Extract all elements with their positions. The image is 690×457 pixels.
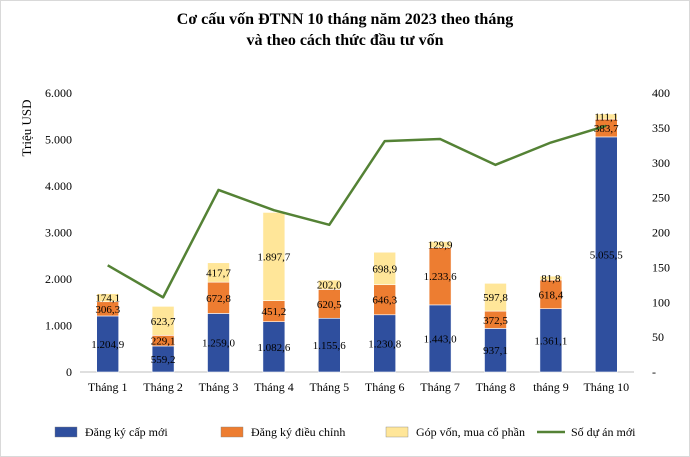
- y-right-tick-label: 300: [652, 156, 670, 170]
- data-label: 1.259,0: [202, 338, 236, 350]
- data-label: 174,1: [95, 293, 120, 305]
- y-right-tick-label: 350: [652, 121, 670, 135]
- legend-swatch: [54, 426, 78, 438]
- data-label: 5.055,5: [590, 249, 624, 261]
- chart-title-line1: Cơ cấu vốn ĐTNN 10 tháng năm 2023 theo t…: [177, 11, 513, 28]
- data-label: 597,8: [483, 292, 508, 304]
- bar-segment: [262, 212, 286, 301]
- series-line-so-du-an-moi: [107, 124, 607, 299]
- data-label: 306,3: [95, 304, 120, 316]
- y-left-tick-label: 1.000: [45, 319, 72, 333]
- y-right-tick-label: 400: [652, 86, 670, 100]
- bar-segment: [428, 241, 452, 248]
- y-left-tick-label: 3.000: [45, 226, 72, 240]
- data-label: 451,2: [262, 306, 287, 318]
- y-left-tick-label: 2.000: [45, 272, 72, 286]
- data-label: 672,8: [206, 293, 231, 305]
- bar-segment: [594, 113, 618, 120]
- x-tick-label: Tháng 6: [365, 380, 405, 394]
- data-label: 618,4: [539, 289, 564, 301]
- x-tick-label: tháng 9: [533, 380, 569, 394]
- x-tick-label: Tháng 2: [143, 380, 183, 394]
- legend-label: Số dự án mới: [571, 425, 636, 439]
- bar-segment: [317, 279, 341, 290]
- data-label: 229,1: [151, 336, 176, 348]
- bar-segment: [373, 251, 397, 286]
- legend-label: Góp vốn, mua cổ phần: [416, 425, 525, 439]
- data-label: 1.155,6: [313, 340, 347, 352]
- legend-label: Đăng ký điều chỉnh: [251, 425, 345, 439]
- data-label: 111,1: [594, 111, 618, 123]
- y-left-tick-label: 5.000: [45, 133, 72, 147]
- data-label: 1.230,8: [368, 338, 402, 350]
- data-label: 129,9: [428, 240, 453, 252]
- data-label: 623,7: [151, 316, 176, 328]
- data-label: 417,7: [206, 267, 231, 279]
- x-tick-label: Tháng 1: [88, 380, 128, 394]
- legend-label: Đăng ký cấp mới: [85, 425, 168, 439]
- data-label: 1.443,0: [424, 333, 458, 345]
- bar-segment: [96, 293, 119, 303]
- data-label: 646,3: [372, 295, 397, 307]
- data-label: 202,0: [317, 280, 342, 292]
- bar-segment: [151, 306, 175, 336]
- x-tick-label: Tháng 7: [420, 380, 460, 394]
- y-left-tick-label: 0: [66, 365, 72, 379]
- bar-segment: [207, 262, 230, 283]
- y-right-tick-label: 100: [652, 295, 670, 309]
- y-right-tick-label: 250: [652, 191, 670, 205]
- data-label: 372,5: [483, 315, 508, 327]
- data-label: 620,5: [317, 299, 342, 311]
- data-label: 559,2: [151, 354, 176, 366]
- data-label: 383,7: [594, 123, 619, 135]
- data-label: 1.204,9: [91, 339, 125, 351]
- data-label: 1.082,6: [257, 342, 291, 354]
- data-label: 698,9: [372, 263, 397, 275]
- x-tick-label: Tháng 4: [254, 380, 294, 394]
- y-axis-label: Triệu USD: [19, 100, 34, 157]
- data-label: 1.361,1: [534, 335, 567, 347]
- x-tick-label: Tháng 5: [309, 380, 349, 394]
- data-label: 1.897,7: [257, 252, 291, 264]
- x-tick-label: Tháng 8: [476, 380, 516, 394]
- data-label: 937,1: [483, 345, 508, 357]
- y-left-tick-label: 6.000: [45, 86, 72, 100]
- y-right-tick-label: 150: [652, 260, 670, 274]
- legend-swatch: [385, 426, 409, 438]
- x-tick-label: Tháng 10: [583, 380, 629, 394]
- bar-segment: [539, 275, 563, 281]
- x-tick-label: Tháng 3: [199, 380, 239, 394]
- legend-swatch: [220, 426, 244, 438]
- data-label: 81,8: [541, 273, 561, 285]
- bar-segment: [484, 283, 507, 312]
- chart-title-line2: và theo cách thức đầu tư vốn: [247, 32, 444, 49]
- data-label: 1.233,6: [424, 271, 458, 283]
- y-right-tick-label: 50: [652, 330, 664, 344]
- y-right-tick-label: 200: [652, 226, 670, 240]
- y-left-tick-label: 4.000: [45, 179, 72, 193]
- y-right-tick-label: -: [652, 365, 656, 379]
